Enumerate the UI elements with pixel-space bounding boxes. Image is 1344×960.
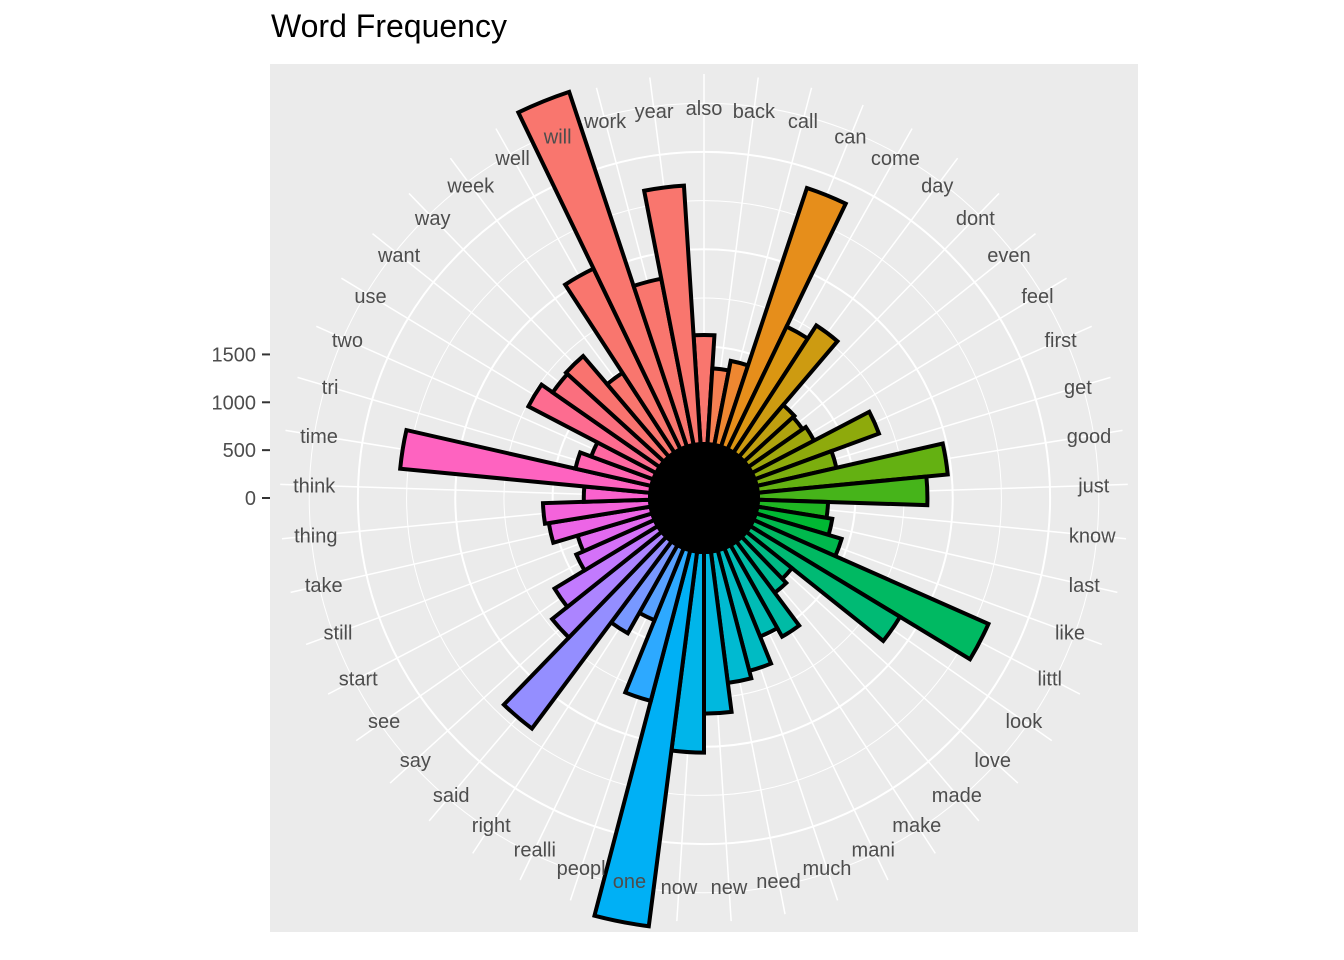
category-label-two: two — [332, 330, 363, 352]
category-label-new: new — [711, 877, 748, 899]
category-label-one: one — [613, 871, 646, 893]
grid-spoke — [743, 533, 1019, 784]
category-label-call: call — [788, 111, 818, 133]
category-label-first: first — [1045, 330, 1078, 352]
category-label-come: come — [871, 148, 920, 170]
category-label-dont: dont — [956, 208, 995, 230]
category-label-start: start — [339, 668, 378, 690]
category-label-peopl: peopl — [557, 858, 606, 880]
category-label-say: say — [400, 750, 431, 772]
category-label-mani: mani — [852, 839, 895, 861]
category-label-time: time — [300, 426, 338, 448]
category-label-still: still — [324, 623, 353, 645]
category-label-day: day — [921, 175, 953, 197]
category-label-even: even — [987, 245, 1030, 267]
bar-layer — [398, 89, 992, 929]
category-label-tri: tri — [322, 377, 339, 399]
category-label-want: want — [377, 245, 421, 267]
category-label-realli: realli — [514, 839, 556, 861]
category-label-love: love — [974, 750, 1011, 772]
category-label-make: make — [892, 815, 941, 837]
category-label-get: get — [1064, 377, 1092, 399]
category-label-like: like — [1055, 623, 1085, 645]
category-label-now: now — [661, 877, 698, 899]
category-label-last: last — [1069, 575, 1101, 597]
category-label-look: look — [1006, 711, 1044, 733]
category-label-way: way — [414, 208, 451, 230]
category-label-can: can — [834, 127, 866, 149]
category-label-back: back — [733, 101, 776, 123]
category-label-see: see — [368, 711, 400, 733]
category-label-know: know — [1069, 525, 1116, 547]
category-label-said: said — [433, 785, 470, 807]
category-label-thing: thing — [294, 525, 337, 547]
category-label-week: week — [446, 175, 495, 197]
center-hub — [648, 442, 760, 554]
category-label-think: think — [293, 475, 336, 497]
category-label-use: use — [354, 286, 386, 308]
y-tick-label: 1000 — [212, 392, 257, 414]
category-label-good: good — [1067, 426, 1112, 448]
y-tick-label: 500 — [223, 440, 256, 462]
category-label-feel: feel — [1021, 286, 1053, 308]
category-label-made: made — [932, 785, 982, 807]
y-tick-label: 0 — [245, 488, 256, 510]
category-label-also: also — [686, 98, 723, 120]
category-label-right: right — [472, 815, 511, 837]
category-label-year: year — [635, 101, 674, 123]
category-label-just: just — [1077, 475, 1110, 497]
category-label-well: well — [494, 148, 529, 170]
y-axis: 0 500 1000 1500 — [212, 344, 270, 510]
category-label-much: much — [802, 858, 851, 880]
category-label-will: will — [543, 127, 572, 149]
category-label-work: work — [583, 111, 627, 133]
chart-title: Word Frequency — [271, 8, 507, 44]
y-tick-label: 1500 — [212, 344, 257, 366]
category-label-need: need — [756, 871, 801, 893]
category-label-littl: littl — [1038, 668, 1062, 690]
category-label-take: take — [305, 575, 343, 597]
